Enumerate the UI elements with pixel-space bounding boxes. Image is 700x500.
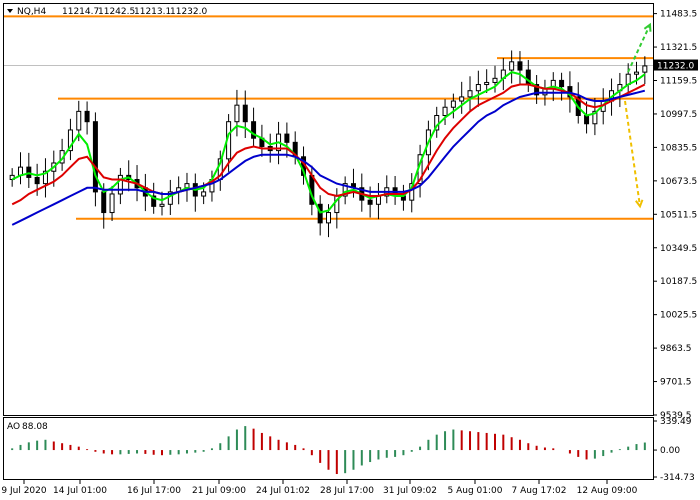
candle-body — [459, 96, 465, 102]
x-tick-label: 21 Jul 09:00 — [192, 486, 246, 496]
candle-body — [84, 110, 90, 123]
forecast-down-arrowhead — [635, 199, 644, 209]
symbol-label: NQ,H4 — [17, 7, 46, 17]
y-tick-label: 10835.5 — [660, 143, 697, 153]
x-tick-label: 24 Jul 01:02 — [256, 486, 310, 496]
y-tick-label: 10673.5 — [660, 177, 697, 187]
candle-body — [467, 90, 473, 98]
candle-body — [242, 104, 248, 123]
candle-body — [76, 110, 82, 131]
x-tick-label: 14 Jul 01:00 — [53, 486, 107, 496]
x-tick-label: 12 Aug 09:00 — [577, 486, 638, 496]
y-tick-label: 10187.5 — [660, 277, 697, 287]
ohlc-close: 11232.0 — [170, 7, 207, 17]
ao-name: AO — [7, 422, 20, 432]
candle-body — [284, 133, 290, 143]
candle-body — [92, 121, 98, 193]
candle-body — [251, 121, 257, 139]
forecast-up-arrowhead — [643, 22, 652, 32]
candle-body — [67, 129, 73, 152]
ma-mid-line — [11, 83, 646, 206]
forecast-down-arrow — [624, 100, 641, 207]
candle-body — [450, 100, 456, 108]
y-tick-label: 11483.5 — [660, 10, 697, 20]
ao-tick-label: -314.73 — [660, 473, 695, 483]
x-tick-label: 16 Jul 17:00 — [127, 486, 181, 496]
candle-body — [109, 193, 115, 214]
forecast-up-arrow — [627, 24, 651, 73]
candle-body — [367, 199, 373, 205]
candle-body — [234, 104, 240, 123]
x-tick-label: 31 Jul 09:02 — [383, 486, 437, 496]
y-tick-label: 10511.5 — [660, 210, 697, 220]
ao-tick-label: 0.00 — [660, 446, 680, 456]
x-tick-label: 5 Aug 01:00 — [448, 486, 503, 496]
candle-body — [101, 191, 107, 214]
y-tick-label: 11321.5 — [660, 43, 697, 53]
y-tick-label: 9539.5 — [660, 411, 692, 421]
ao-value: 88.08 — [22, 422, 48, 432]
ao-plot-frame — [3, 417, 654, 480]
x-tick-label: 7 Aug 17:02 — [512, 486, 567, 496]
y-tick-label: 10025.5 — [660, 311, 697, 321]
candle-body — [34, 176, 40, 185]
candle-body — [517, 61, 523, 71]
current-price-label: 11232.0 — [657, 62, 694, 72]
header: NQ,H4 11214.7 11242.5 11213.1 11232.0 — [7, 7, 207, 17]
ohlc-high: 11242.5 — [98, 7, 135, 17]
current-price-tag: 11232.0 — [654, 59, 698, 72]
candle-body — [509, 61, 515, 71]
candle-body — [484, 81, 490, 86]
candle-body — [117, 174, 123, 195]
candle-body — [475, 84, 481, 92]
candle-body — [634, 71, 640, 75]
candle-body — [159, 203, 165, 207]
ao-header: AO 88.08 — [7, 422, 48, 432]
candle-body — [592, 110, 598, 125]
candle-body — [151, 195, 157, 207]
candle-body — [317, 203, 323, 224]
candle-body — [326, 212, 331, 224]
candle-body — [201, 191, 207, 197]
main-plot-frame — [3, 3, 654, 416]
y-tick-label: 9701.5 — [660, 378, 692, 388]
candle-body — [584, 114, 590, 125]
ohlc-open: 11214.7 — [62, 7, 99, 17]
candle-body — [534, 84, 540, 96]
y-tick-label: 10997.5 — [660, 110, 697, 120]
candle-body — [642, 65, 648, 73]
candle-body — [442, 106, 448, 116]
candle-body — [42, 170, 48, 185]
candle-body — [559, 79, 565, 88]
ao-tick-label: 339.49 — [660, 417, 692, 427]
candle-body — [342, 183, 348, 197]
candle-body — [492, 77, 498, 83]
y-tick-label: 10349.5 — [660, 244, 697, 254]
x-tick-label: 9 Jul 2020 — [1, 486, 46, 496]
ma-slow-line — [11, 89, 646, 226]
y-tick-label: 9863.5 — [660, 344, 692, 354]
ohlc-low: 11213.1 — [134, 7, 171, 17]
y-tick-label: 11159.5 — [660, 77, 697, 87]
x-tick-label: 28 Jul 17:00 — [320, 486, 374, 496]
dropdown-triangle-icon[interactable] — [7, 9, 13, 13]
